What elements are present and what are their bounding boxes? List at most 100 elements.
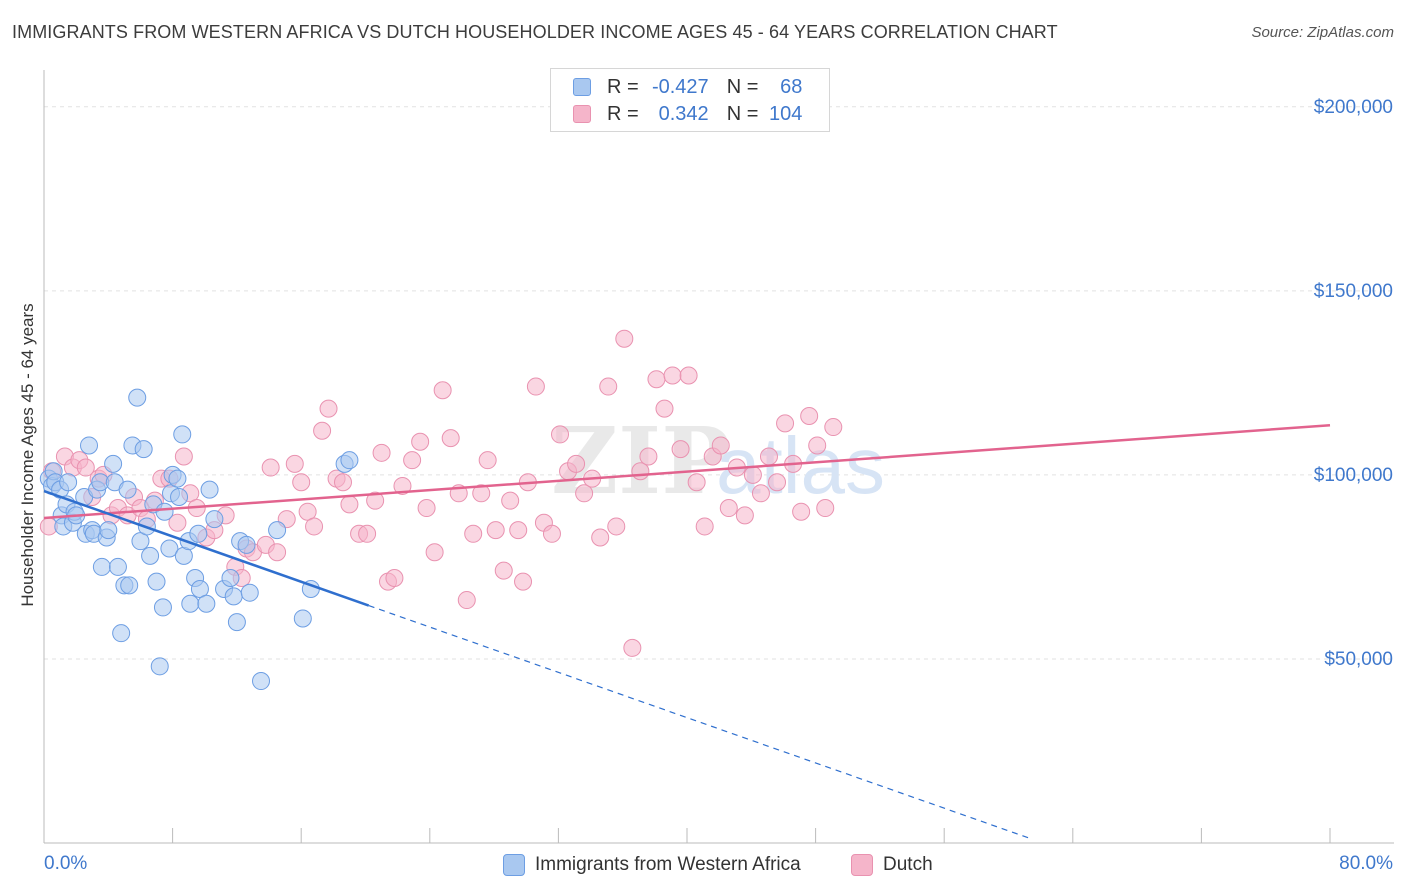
dutch-point bbox=[599, 377, 618, 396]
dutch-point bbox=[76, 458, 95, 477]
dutch-point bbox=[425, 543, 444, 562]
dutch-point bbox=[591, 528, 610, 547]
dutch-point bbox=[472, 484, 491, 503]
western-africa-point bbox=[104, 454, 123, 473]
correlation-legend: R = -0.427 N = 68 R = 0.342 N = 104 bbox=[550, 68, 830, 132]
western-africa-point bbox=[141, 546, 160, 565]
dutch-point bbox=[743, 465, 762, 484]
dutch-point bbox=[639, 447, 658, 466]
dutch-point bbox=[567, 454, 586, 473]
dutch-trend-line bbox=[43, 423, 1331, 520]
dutch-point bbox=[313, 421, 332, 440]
western-africa-point bbox=[59, 473, 78, 492]
dutch-point bbox=[305, 517, 324, 536]
dutch-point bbox=[808, 436, 827, 455]
dutch-point bbox=[792, 502, 811, 521]
dutch-point bbox=[411, 432, 430, 451]
dutch-point bbox=[623, 638, 642, 657]
dutch-point bbox=[501, 491, 520, 510]
western-africa-point bbox=[173, 425, 192, 444]
dutch-point bbox=[607, 517, 626, 536]
western-africa-point bbox=[150, 657, 169, 676]
western-africa-point bbox=[237, 535, 256, 554]
western-africa-point bbox=[200, 480, 219, 499]
x-tick-label-max: 80.0% bbox=[1339, 853, 1393, 874]
tick-labels: $50,000 $100,000 $150,000 $200,000 0.0% 80.0% bbox=[44, 97, 1393, 874]
western-africa-point bbox=[224, 587, 243, 606]
western-africa-point bbox=[170, 487, 189, 506]
bottom-legend-dutch: Dutch bbox=[851, 851, 933, 879]
western-africa-point bbox=[197, 594, 216, 613]
y-tick-label: $100,000 bbox=[1314, 465, 1393, 486]
dutch-point bbox=[174, 447, 193, 466]
western-africa-point bbox=[181, 594, 200, 613]
western-africa-point bbox=[293, 609, 312, 628]
western-africa-point bbox=[99, 521, 118, 540]
legend-row-dutch: R = 0.342 N = 104 bbox=[573, 102, 802, 126]
western-africa-point bbox=[160, 539, 179, 558]
dutch-point bbox=[671, 440, 690, 459]
western-africa-point bbox=[147, 572, 166, 591]
dutch-points bbox=[39, 329, 843, 657]
western-africa-point bbox=[134, 440, 153, 459]
legend-n-label: N = bbox=[726, 102, 759, 125]
y-tick-label: $50,000 bbox=[1324, 649, 1393, 670]
trend-lines bbox=[43, 423, 1331, 840]
dutch-point bbox=[433, 381, 452, 400]
western-africa-point bbox=[240, 583, 259, 602]
legend-r-value: -0.427 bbox=[651, 75, 709, 98]
bottom-legend-swatch-pink bbox=[851, 854, 873, 876]
western-africa-point bbox=[205, 510, 224, 529]
dutch-point bbox=[687, 473, 706, 492]
legend-swatch-blue bbox=[573, 78, 591, 96]
dutch-point bbox=[800, 407, 819, 426]
dutch-point bbox=[393, 476, 412, 495]
dutch-point bbox=[735, 506, 754, 525]
western-africa-point bbox=[80, 436, 99, 455]
dutch-point bbox=[464, 524, 483, 543]
bottom-legend-label: Dutch bbox=[883, 854, 933, 875]
western-africa-points bbox=[39, 388, 359, 691]
bottom-legend-western-africa: Immigrants from Western Africa bbox=[503, 851, 801, 879]
dutch-point bbox=[285, 454, 304, 473]
dutch-point bbox=[417, 499, 436, 518]
dutch-point bbox=[542, 524, 561, 543]
dutch-point bbox=[526, 377, 545, 396]
dutch-point bbox=[663, 366, 682, 385]
western-africa-point bbox=[221, 568, 240, 587]
legend-r-value: 0.342 bbox=[658, 102, 709, 125]
legend-r-label: R = bbox=[607, 75, 639, 98]
dutch-point bbox=[575, 484, 594, 503]
western-africa-point bbox=[340, 451, 359, 470]
dutch-point bbox=[816, 499, 835, 518]
western-africa-point bbox=[168, 469, 187, 488]
dutch-point bbox=[776, 414, 795, 433]
dutch-point bbox=[695, 517, 714, 536]
dutch-point bbox=[494, 561, 513, 580]
western-africa-point bbox=[268, 521, 287, 540]
x-tick-label-min: 0.0% bbox=[44, 853, 87, 874]
source-label: Source: ZipAtlas.com bbox=[1251, 24, 1394, 41]
western-africa-point bbox=[252, 672, 271, 691]
dutch-point bbox=[751, 484, 770, 503]
dutch-point bbox=[647, 370, 666, 389]
dutch-point bbox=[679, 366, 698, 385]
bottom-legend-label: Immigrants from Western Africa bbox=[535, 854, 801, 875]
dutch-point bbox=[631, 462, 650, 481]
dutch-point bbox=[457, 591, 476, 610]
dutch-point bbox=[340, 495, 359, 514]
legend-swatch-pink bbox=[573, 105, 591, 123]
dutch-point bbox=[768, 473, 787, 492]
dutch-point bbox=[261, 458, 280, 477]
dutch-point bbox=[268, 543, 287, 562]
dutch-point bbox=[655, 399, 674, 418]
dutch-point bbox=[824, 418, 843, 437]
legend-n-label: N = bbox=[726, 75, 759, 98]
dutch-point bbox=[366, 491, 385, 510]
dutch-point bbox=[719, 499, 738, 518]
western-africa-point bbox=[155, 502, 174, 521]
dutch-point bbox=[514, 572, 533, 591]
western-africa-trend-extension bbox=[368, 605, 1033, 840]
axes bbox=[43, 70, 1394, 844]
